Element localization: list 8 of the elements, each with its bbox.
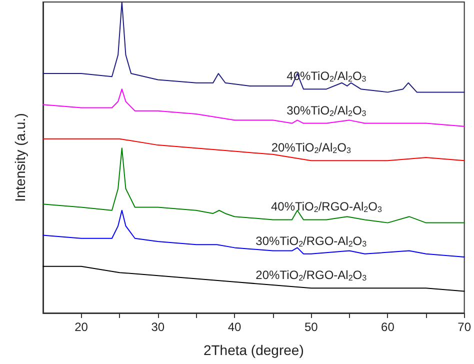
x-tick-label: 70 <box>458 320 472 334</box>
x-tick-label: 50 <box>304 320 318 334</box>
x-tick-label: 30 <box>151 320 165 334</box>
y-axis-title: Intensity (a.u.) <box>12 113 28 202</box>
x-tick-label: 60 <box>381 320 395 334</box>
x-axis-title: 2Theta (degree) <box>203 342 304 358</box>
x-tick-label: 40 <box>228 320 242 334</box>
x-tick-label: 20 <box>74 320 88 334</box>
